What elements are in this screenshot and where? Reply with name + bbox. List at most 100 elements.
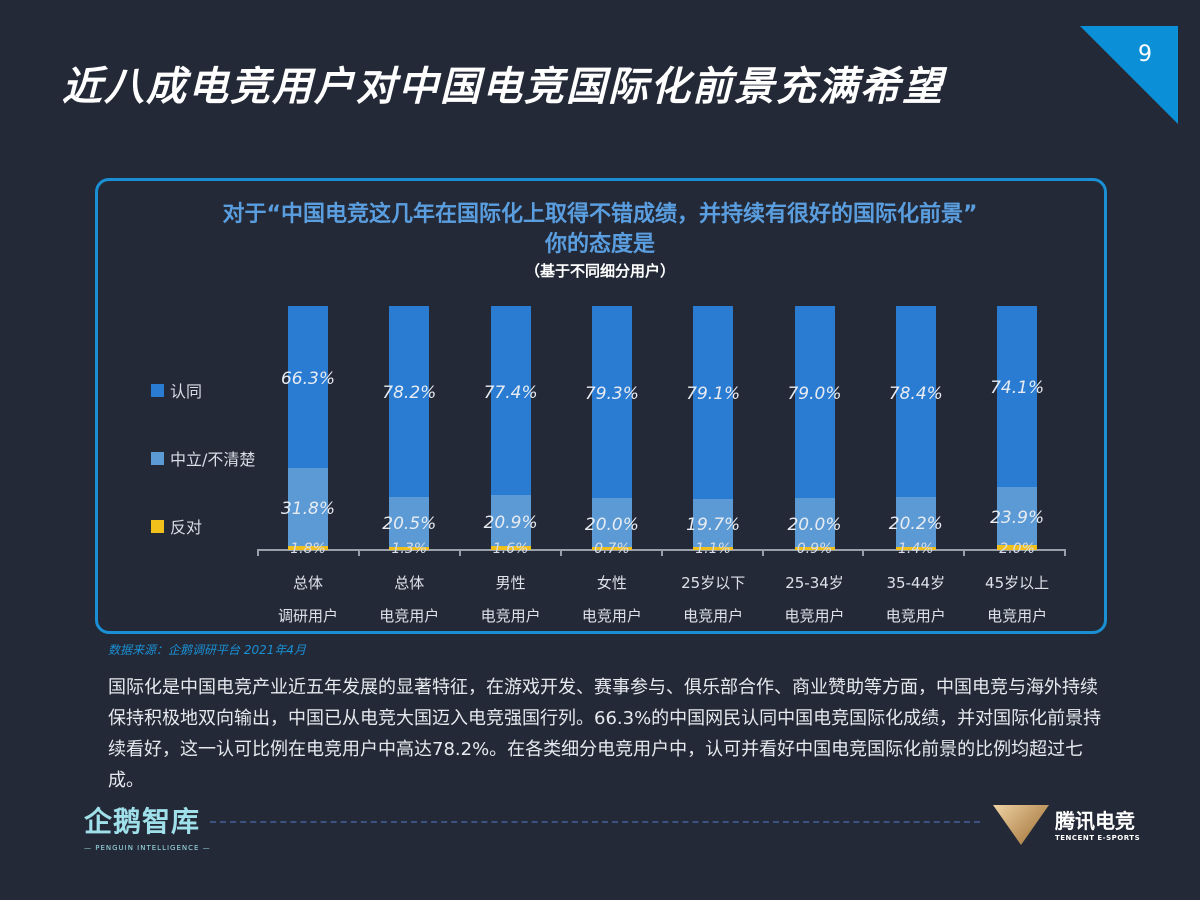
value-label-neutral: 20.5% [382,513,437,534]
footer-divider [210,821,980,823]
category-label-line: 电竞用户 [379,607,440,625]
category-label: 总体 调研用户 [258,567,358,633]
category-label-line: 25岁以下 [681,574,746,592]
page-title: 近八成电竞用户对中国电竞国际化前景充满希望 [62,64,944,110]
logo-right-en: TENCENT E-SPORTS [1055,834,1141,842]
v-logo-icon [993,805,1049,845]
bar-segment-agree [895,306,936,498]
category-label-line: 35-44岁 [886,574,946,592]
value-label-agree: 78.2% [382,383,437,404]
value-label-neutral: 19.7% [686,514,741,535]
stacked-bar [288,306,328,550]
legend-label: 认同 [170,382,203,401]
bar-segment-agree [288,306,328,468]
category-label: 男性 电竞用户 [461,567,561,633]
legend-item: 反对 [151,514,202,538]
legend-item: 认同 [151,378,202,402]
bar-segment-agree [997,306,1038,487]
category-label: 女性 电竞用户 [562,567,662,633]
legend-label: 反对 [170,518,203,537]
x-axis [257,549,1064,551]
category-label-line: 总体 [394,574,425,592]
category-label-line: 电竞用户 [581,607,642,625]
bar-segment-neutral [490,495,531,547]
value-label-agree: 78.4% [888,383,943,404]
value-label-oppose: 0.9% [796,541,833,557]
x-axis-tick [257,549,259,556]
value-label-agree: 77.4% [483,382,538,403]
x-axis-tick [660,549,663,556]
page-number: 9 [1138,42,1152,67]
category-label-line: 电竞用户 [885,607,946,625]
bar-segment-oppose [288,545,328,550]
value-label-neutral: 20.2% [888,513,943,534]
logo-right-text: 腾讯电竞 TENCENT E-SPORTS [1055,805,1140,842]
value-label-neutral: 20.0% [584,514,639,535]
value-label-agree: 79.1% [686,384,741,405]
value-label-agree: 79.3% [584,384,639,405]
value-label-neutral: 20.9% [483,512,538,533]
category-label-line: 电竞用户 [480,607,541,625]
bar-segment-neutral [591,498,632,547]
bar-segment-neutral [794,498,835,547]
stacked-bar [895,306,936,550]
value-label-oppose: 0.7% [594,541,630,557]
value-label-neutral: 23.9% [990,507,1045,528]
category-label-line: 男性 [495,574,526,592]
logo-left-zh: 企鹅智库 [84,805,201,838]
value-label-oppose: 1.4% [898,541,934,557]
category-label-line: 电竞用户 [987,607,1048,625]
category-label-line: 45岁以上 [985,574,1050,592]
bar-segment-oppose [591,547,632,550]
legend-label: 中立/不清楚 [170,450,256,469]
bar-segment-agree [794,306,835,499]
penguin-intelligence-logo: 企鹅智库 — PENGUIN INTELLIGENCE — [84,800,211,852]
value-label-agree: 66.3% [280,368,336,389]
value-label-neutral: 20.0% [787,514,842,535]
stacked-bar [693,306,734,550]
category-label: 35-44岁 电竞用户 [866,567,966,633]
stacked-bar [490,306,531,550]
tencent-esports-logo: 腾讯电竞 TENCENT E-SPORTS [993,805,1140,845]
bar-segment-agree [693,306,734,499]
category-label-line: 总体 [292,574,323,592]
chart-question-line1: 对于“中国电竞这几年在国际化上取得不错成绩，并持续有很好的国际化前景” [222,202,978,227]
category-label-line: 25-34岁 [785,574,844,592]
value-label-oppose: 1.6% [492,541,529,557]
value-label-oppose: 1.1% [695,541,731,557]
data-source: 数据来源：企鹅调研平台 2021年4月 [108,643,306,657]
bar-segment-agree [591,306,632,499]
logo-left-en: — PENGUIN INTELLIGENCE — [84,844,211,852]
x-axis-tick [761,549,764,556]
x-axis-tick [963,549,966,556]
category-label-line: 女性 [596,574,627,592]
category-label-line: 调研用户 [277,607,338,625]
legend-swatch-icon [151,383,164,397]
chart-question-line2: 你的态度是 [544,232,655,257]
category-label: 25岁以下 电竞用户 [663,567,763,633]
bar-segment-oppose [389,546,430,550]
category-label: 25-34岁 电竞用户 [765,567,865,633]
value-label-neutral: 31.8% [280,498,336,519]
category-label: 总体 电竞用户 [359,567,459,633]
page-number-badge [1080,26,1178,124]
legend-swatch-icon [151,451,164,465]
summary-paragraph: 国际化是中国电竞产业近五年发展的显著特征，在游戏开发、赛事参与、俱乐部合作、商业… [108,677,1102,791]
bar-segment-neutral [389,496,430,547]
legend-item: 中立/不清楚 [151,446,255,470]
value-label-agree: 79.0% [787,384,842,405]
chart-subtitle: （基于不同细分用户） [524,262,675,280]
x-axis-tick [862,549,865,556]
chart-frame [95,178,1107,634]
category-label: 45岁以上电竞用户 [967,567,1067,633]
bar-segment-neutral [997,486,1038,546]
x-axis-tick [1064,549,1067,556]
bar-segment-neutral [288,467,328,546]
logo-right-zh: 腾讯电竞 [1055,809,1135,833]
bar-segment-oppose [490,546,531,550]
stacked-bar [794,306,835,550]
bar-segment-oppose [693,547,734,550]
category-label-line: 电竞用户 [784,607,845,625]
legend-swatch-icon [151,519,164,533]
bar-segment-agree [490,306,531,496]
